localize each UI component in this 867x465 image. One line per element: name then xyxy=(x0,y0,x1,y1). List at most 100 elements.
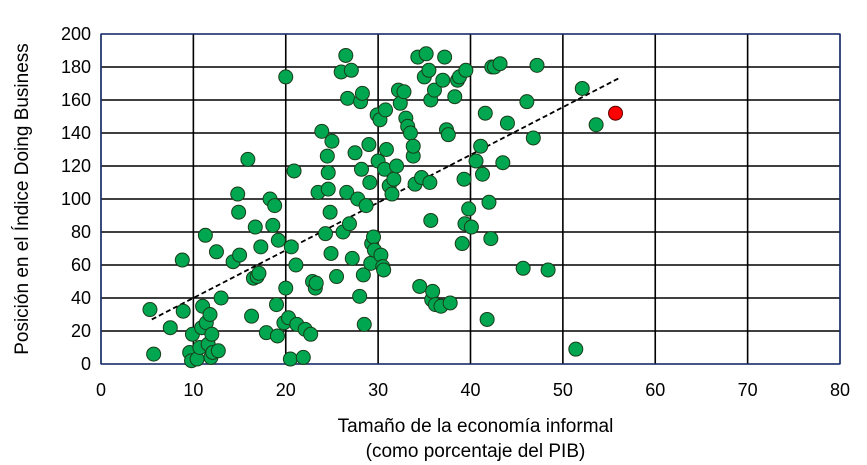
data-point xyxy=(396,84,412,100)
y-tick-label: 100 xyxy=(61,189,91,209)
y-tick-label: 160 xyxy=(61,90,91,110)
data-point xyxy=(495,155,511,171)
data-point xyxy=(278,69,294,85)
data-point xyxy=(208,244,224,260)
data-point xyxy=(197,227,213,243)
x-tick-label: 50 xyxy=(553,380,573,400)
y-tick-label: 20 xyxy=(71,321,91,341)
data-point xyxy=(270,232,286,248)
y-tick-label: 40 xyxy=(71,288,91,308)
data-point xyxy=(303,326,319,342)
y-tick-labels: 0 20 40 60 80 100 120 140 160 180 200 xyxy=(61,24,91,374)
highlighted-data-point xyxy=(608,105,624,121)
data-point xyxy=(423,212,439,228)
y-tick-label: 120 xyxy=(61,156,91,176)
data-point xyxy=(447,89,463,105)
data-point xyxy=(283,239,299,255)
data-point xyxy=(295,349,311,365)
data-point xyxy=(319,148,335,164)
data-point xyxy=(477,105,493,121)
data-point xyxy=(483,231,499,247)
data-point xyxy=(515,260,531,276)
data-point xyxy=(456,171,472,187)
data-point xyxy=(405,138,421,154)
data-point xyxy=(320,165,336,181)
data-point xyxy=(329,269,345,285)
y-axis-title: Posición en el Índice Doing Business xyxy=(12,43,33,355)
data-point xyxy=(461,201,477,217)
x-tick-label: 0 xyxy=(96,380,106,400)
data-point xyxy=(529,57,545,73)
x-tick-label: 30 xyxy=(368,380,388,400)
data-point xyxy=(247,219,263,235)
data-point xyxy=(322,204,338,220)
data-point xyxy=(479,311,495,327)
data-point xyxy=(475,166,491,182)
y-tick-label: 200 xyxy=(61,24,91,44)
data-point xyxy=(142,302,158,318)
data-point xyxy=(175,303,191,319)
data-point xyxy=(574,80,590,96)
data-point xyxy=(458,62,474,78)
data-point xyxy=(338,47,354,63)
data-point xyxy=(230,186,246,202)
data-point xyxy=(422,175,438,190)
data-point xyxy=(317,226,333,242)
data-point xyxy=(425,283,441,299)
y-tick-label: 180 xyxy=(61,57,91,77)
data-point xyxy=(525,130,541,146)
data-point xyxy=(269,328,285,344)
data-point xyxy=(354,85,370,101)
data-point xyxy=(468,153,484,169)
x-tick-label: 60 xyxy=(645,380,665,400)
x-tick-label: 80 xyxy=(830,380,850,400)
data-point xyxy=(362,175,378,190)
y-tick-label: 140 xyxy=(61,123,91,143)
x-axis-title-line1: Tamaño de la economía informal xyxy=(338,416,614,437)
data-point xyxy=(341,216,357,232)
y-tick-label: 80 xyxy=(71,222,91,242)
data-point xyxy=(231,204,247,220)
data-point xyxy=(320,181,336,197)
data-point xyxy=(492,56,508,72)
data-point xyxy=(339,184,355,200)
data-point xyxy=(384,186,400,202)
data-point xyxy=(358,198,374,214)
data-point xyxy=(366,229,382,245)
data-point xyxy=(463,219,479,235)
x-tick-label: 10 xyxy=(183,380,203,400)
plot-area xyxy=(100,33,841,365)
data-point xyxy=(324,133,340,149)
x-tick-label: 70 xyxy=(738,380,758,400)
data-point xyxy=(286,163,302,179)
data-point xyxy=(435,72,451,88)
data-point xyxy=(421,62,437,78)
data-point xyxy=(473,138,489,154)
data-point xyxy=(282,351,298,367)
data-point xyxy=(352,288,368,304)
data-point xyxy=(323,245,339,261)
data-point xyxy=(213,290,229,306)
data-point xyxy=(251,265,267,281)
x-tick-label: 20 xyxy=(276,380,296,400)
data-point xyxy=(437,49,453,65)
y-tick-label: 0 xyxy=(81,354,91,374)
data-point xyxy=(174,252,190,268)
data-point xyxy=(210,343,226,359)
data-point xyxy=(442,295,458,311)
data-point xyxy=(454,236,470,252)
data-point xyxy=(519,94,535,110)
x-axis-title-line2: (como porcentaje del PIB) xyxy=(366,441,586,462)
data-point xyxy=(265,217,281,233)
data-point xyxy=(253,239,269,255)
data-point xyxy=(308,275,324,291)
data-point xyxy=(288,257,304,273)
data-point xyxy=(402,125,418,141)
data-point xyxy=(376,262,392,278)
data-point xyxy=(343,62,359,78)
data-point xyxy=(146,346,162,362)
data-point xyxy=(240,151,256,167)
data-point xyxy=(344,250,360,266)
data-point xyxy=(378,142,394,157)
